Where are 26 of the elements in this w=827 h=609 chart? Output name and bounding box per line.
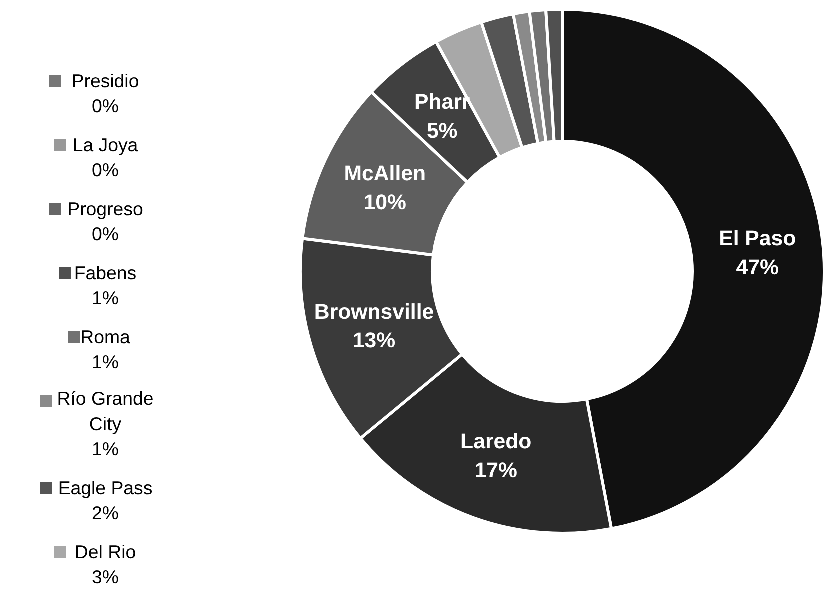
text: 0% (92, 160, 119, 180)
data-label: 47% (736, 255, 780, 280)
slice-label: El Paso (719, 226, 796, 251)
data-label: 1% (92, 352, 119, 372)
text: 0% (92, 224, 119, 244)
legend-label: Presidio (72, 70, 140, 92)
legend-label: Roma (80, 326, 132, 348)
legend-label: Río Grande City (57, 388, 154, 434)
legend-label: Eagle Pass (58, 477, 153, 498)
slice-label: Laredo (460, 430, 532, 454)
legend-label: La Joya (72, 134, 139, 156)
slice-label: Brownsville (314, 300, 434, 324)
data-label: 2% (92, 502, 119, 524)
data-label: 3% (92, 566, 119, 588)
data-label: 13% (352, 328, 396, 353)
data-label: 5% (426, 119, 458, 144)
legend-label: Fabens (74, 262, 137, 284)
data-label: 17% (474, 458, 518, 482)
data-label: 1% (92, 288, 119, 308)
text: 0% (92, 96, 119, 116)
legend-label: Progreso (68, 198, 144, 220)
slice-label: Pharr (414, 90, 470, 114)
legend-label: Del Rio (74, 541, 136, 562)
slice-label: McAllen (344, 162, 426, 186)
data-label: 10% (364, 190, 407, 214)
data-label: 1% (92, 438, 119, 460)
